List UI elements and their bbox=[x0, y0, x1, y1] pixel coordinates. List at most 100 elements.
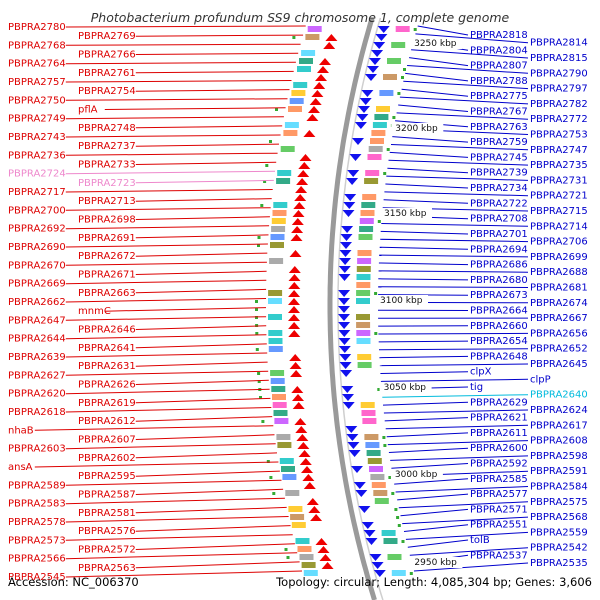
gene-label-right[interactable]: PBPRA2763 bbox=[470, 122, 528, 133]
gene-label-left[interactable]: PBPRA2581 bbox=[78, 508, 136, 519]
gene-label-right[interactable]: PBPRA2681 bbox=[530, 283, 588, 294]
gene-label-left[interactable]: PBPRA2619 bbox=[78, 398, 136, 409]
gene-label-right[interactable]: PBPRA2699 bbox=[530, 252, 588, 263]
gene-label-right[interactable]: PBPRA2747 bbox=[530, 145, 588, 156]
gene-label-left[interactable]: PBPRA2603 bbox=[8, 444, 66, 455]
gene-label-right[interactable]: PBPRA2706 bbox=[530, 237, 588, 248]
gene-label-left[interactable]: PBPRA2713 bbox=[78, 196, 136, 207]
gene-label-right[interactable]: PBPRA2674 bbox=[530, 298, 588, 309]
gene-label-left[interactable]: PBPRA2757 bbox=[8, 77, 66, 88]
gene-label-left[interactable]: PBPRA2644 bbox=[8, 334, 66, 345]
gene-label-left[interactable]: PBPRA2647 bbox=[8, 315, 66, 326]
gene-label-left[interactable]: PBPRA2700 bbox=[8, 205, 66, 216]
gene-label-right[interactable]: PBPRA2759 bbox=[470, 137, 528, 148]
gene-label-right[interactable]: PBPRA2656 bbox=[530, 328, 588, 339]
gene-label-right[interactable]: PBPRA2652 bbox=[530, 344, 588, 355]
gene-label-right[interactable]: PBPRA2686 bbox=[470, 260, 528, 271]
gene-label-right[interactable]: PBPRA2617 bbox=[530, 420, 588, 431]
gene-label-left[interactable]: PBPRA2576 bbox=[78, 526, 136, 537]
gene-label-left[interactable]: PBPRA2761 bbox=[78, 68, 136, 79]
gene-label-right[interactable]: PBPRA2640 bbox=[530, 390, 588, 401]
gene-label-right[interactable]: PBPRA2648 bbox=[470, 351, 528, 362]
gene-label-right[interactable]: PBPRA2739 bbox=[470, 168, 528, 179]
gene-label-left[interactable]: PBPRA2768 bbox=[8, 40, 66, 51]
gene-label-right[interactable]: PBPRA2721 bbox=[530, 191, 588, 202]
gene-label-left[interactable]: PBPRA2602 bbox=[78, 453, 136, 464]
gene-label-right[interactable]: PBPRA2722 bbox=[470, 198, 528, 209]
gene-label-left[interactable]: mnmC bbox=[78, 306, 111, 317]
gene-label-left[interactable]: PBPRA2566 bbox=[8, 554, 66, 565]
gene-label-right[interactable]: PBPRA2814 bbox=[530, 38, 588, 49]
gene-label-right[interactable]: PBPRA2680 bbox=[470, 275, 528, 286]
gene-label-left[interactable]: PBPRA2663 bbox=[78, 288, 136, 299]
gene-label-right[interactable]: PBPRA2629 bbox=[470, 397, 528, 408]
gene-label-right[interactable]: PBPRA2782 bbox=[530, 99, 588, 110]
gene-label-left[interactable]: PBPRA2620 bbox=[8, 389, 66, 400]
gene-label-right[interactable]: PBPRA2575 bbox=[530, 497, 588, 508]
gene-label-right[interactable]: PBPRA2772 bbox=[530, 114, 588, 125]
gene-label-left[interactable]: PBPRA2545 bbox=[8, 572, 66, 583]
gene-label-left[interactable]: PBPRA2563 bbox=[78, 563, 136, 574]
gene-label-right[interactable]: PBPRA2654 bbox=[470, 336, 528, 347]
gene-label-right[interactable]: PBPRA2818 bbox=[470, 30, 528, 41]
gene-label-right[interactable]: PBPRA2753 bbox=[530, 130, 588, 141]
gene-label-right[interactable]: PBPRA2664 bbox=[470, 306, 528, 317]
gene-label-left[interactable]: PBPRA2754 bbox=[78, 86, 136, 97]
gene-label-left[interactable]: PBPRA2618 bbox=[8, 407, 66, 418]
gene-label-left[interactable]: PBPRA2769 bbox=[78, 31, 136, 42]
gene-label-right[interactable]: PBPRA2715 bbox=[530, 206, 588, 217]
gene-label-right[interactable]: PBPRA2790 bbox=[530, 68, 588, 79]
gene-label-left[interactable]: PBPRA2724 bbox=[8, 169, 66, 180]
gene-label-right[interactable]: clpP bbox=[530, 374, 551, 385]
gene-label-left[interactable]: PBPRA2646 bbox=[78, 325, 136, 336]
gene-label-left[interactable]: PBPRA2626 bbox=[78, 380, 136, 391]
gene-label-left[interactable]: PBPRA2669 bbox=[8, 279, 66, 290]
gene-label-right[interactable]: PBPRA2611 bbox=[470, 428, 528, 439]
gene-label-left[interactable]: PBPRA2578 bbox=[8, 517, 66, 528]
gene-label-right[interactable]: PBPRA2571 bbox=[470, 504, 528, 515]
gene-label-left[interactable]: PBPRA2723 bbox=[78, 178, 136, 189]
gene-label-left[interactable]: PBPRA2749 bbox=[8, 114, 66, 125]
gene-label-right[interactable]: PBPRA2660 bbox=[470, 321, 528, 332]
gene-label-left[interactable]: PBPRA2595 bbox=[78, 471, 136, 482]
gene-label-left[interactable]: PBPRA2690 bbox=[8, 242, 66, 253]
gene-label-right[interactable]: PBPRA2804 bbox=[470, 45, 528, 56]
gene-label-right[interactable]: PBPRA2788 bbox=[470, 76, 528, 87]
gene-label-right[interactable]: PBPRA2591 bbox=[530, 466, 588, 477]
gene-label-right[interactable]: PBPRA2797 bbox=[530, 84, 588, 95]
gene-label-right[interactable]: PBPRA2734 bbox=[470, 183, 528, 194]
gene-label-right[interactable]: PBPRA2551 bbox=[470, 520, 528, 531]
gene-label-left[interactable]: ansA bbox=[8, 462, 33, 473]
gene-label-left[interactable]: PBPRA2737 bbox=[78, 141, 136, 152]
gene-label-left[interactable]: PBPRA2641 bbox=[78, 343, 136, 354]
gene-label-right[interactable]: PBPRA2673 bbox=[470, 290, 528, 301]
gene-label-left[interactable]: PBPRA2670 bbox=[8, 260, 66, 271]
gene-label-left[interactable]: PBPRA2672 bbox=[78, 251, 136, 262]
gene-label-right[interactable]: PBPRA2577 bbox=[470, 489, 528, 500]
gene-label-right[interactable]: PBPRA2714 bbox=[530, 221, 588, 232]
gene-label-left[interactable]: PBPRA2748 bbox=[78, 123, 136, 134]
gene-label-right[interactable]: PBPRA2537 bbox=[470, 550, 528, 561]
gene-label-left[interactable]: PBPRA2733 bbox=[78, 160, 136, 171]
gene-label-left[interactable]: PBPRA2589 bbox=[8, 480, 66, 491]
gene-label-right[interactable]: PBPRA2621 bbox=[470, 413, 528, 424]
gene-label-left[interactable]: PBPRA2612 bbox=[78, 416, 136, 427]
gene-label-left[interactable]: PBPRA2692 bbox=[8, 224, 66, 235]
gene-label-right[interactable]: PBPRA2767 bbox=[470, 107, 528, 118]
gene-label-right[interactable]: PBPRA2694 bbox=[470, 244, 528, 255]
gene-label-right[interactable]: PBPRA2815 bbox=[530, 53, 588, 64]
gene-label-left[interactable]: PBPRA2766 bbox=[78, 50, 136, 61]
gene-label-right[interactable]: PBPRA2645 bbox=[530, 359, 588, 370]
gene-label-right[interactable]: PBPRA2535 bbox=[530, 558, 588, 569]
gene-label-right[interactable]: PBPRA2688 bbox=[530, 267, 588, 278]
gene-label-right[interactable]: PBPRA2542 bbox=[530, 543, 588, 554]
gene-label-left[interactable]: PBPRA2743 bbox=[8, 132, 66, 143]
gene-label-left[interactable]: PBPRA2736 bbox=[8, 150, 66, 161]
gene-label-right[interactable]: PBPRA2585 bbox=[470, 474, 528, 485]
gene-label-right[interactable]: PBPRA2559 bbox=[530, 527, 588, 538]
gene-label-right[interactable]: PBPRA2735 bbox=[530, 160, 588, 171]
gene-label-right[interactable]: PBPRA2775 bbox=[470, 91, 528, 102]
gene-label-left[interactable]: PBPRA2573 bbox=[8, 535, 66, 546]
gene-label-right[interactable]: tig bbox=[470, 382, 483, 393]
gene-label-right[interactable]: tolB bbox=[470, 535, 490, 546]
